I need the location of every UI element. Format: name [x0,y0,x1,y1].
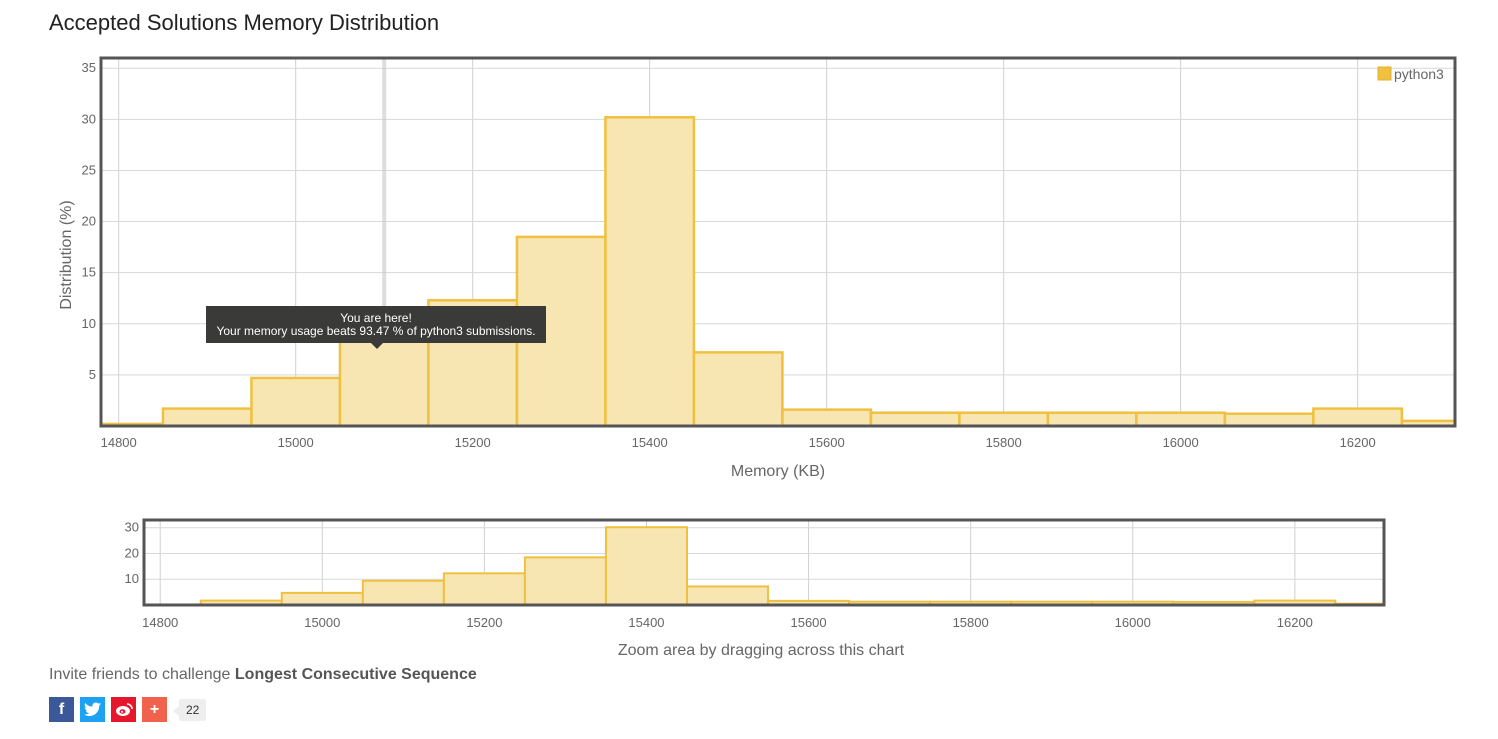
plus-icon: + [149,700,160,718]
navigator-x-ticks: 14800 15000 15200 15400 15600 15800 16000 16200 [142,615,1313,630]
nav-x-tick-label: 15200 [466,615,502,630]
nav-bar [1253,599,1337,607]
nav-bar [1091,600,1175,606]
main-y-tick-label: 25 [82,162,96,177]
main-bar[interactable] [338,328,430,428]
more-share-button[interactable]: + [142,697,167,722]
page-title: Accepted Solutions Memory Distribution [49,10,440,35]
legend-label-python3[interactable]: python3 [1394,66,1444,82]
weibo-icon [115,703,133,716]
main-bar[interactable] [1223,412,1315,428]
navigator-y-ticks: 10 20 30 [125,520,139,587]
tooltip: You are here! Your memory usage beats 93… [206,306,546,349]
main-bar[interactable] [604,116,696,428]
nav-bar [1172,600,1256,607]
y-axis-label: Distribution (%) [58,200,75,309]
nav-y-tick-label: 30 [125,520,139,535]
nav-bar [199,599,283,607]
nav-x-tick-label: 15600 [790,615,826,630]
main-x-tick-label: 15000 [278,435,314,450]
nav-bar [1010,600,1094,606]
nav-bar [848,600,932,606]
share-bar: f + 22 [49,697,207,722]
nav-bar [1334,602,1386,606]
nav-x-tick-label: 14800 [142,615,178,630]
facebook-icon: f [58,700,65,718]
nav-x-tick-label: 15800 [953,615,989,630]
main-y-tick-label: 5 [89,367,96,382]
main-plot-frame [99,56,1457,428]
main-y-tick-label: 35 [82,60,96,75]
tooltip-text: Your memory usage beats 93.47 % of pytho… [216,324,535,338]
twitter-share-button[interactable] [80,697,105,722]
tooltip-box [206,306,546,343]
nav-bar [280,591,364,606]
legend[interactable]: python3 [1377,66,1444,82]
nav-bar [442,572,526,606]
main-x-tick-label: 15600 [809,435,845,450]
weibo-share-button[interactable] [111,697,136,722]
main-bar[interactable] [1046,411,1138,428]
main-x-tick-label: 15400 [632,435,668,450]
x-axis-label: Memory (KB) [731,463,825,480]
main-y-tick-label: 30 [82,111,96,126]
main-y-tick-label: 20 [82,214,96,229]
nav-bar [143,603,202,607]
share-count: 22 [172,698,207,721]
nav-bar [604,526,689,606]
main-bar[interactable] [692,351,784,428]
nav-x-tick-label: 16200 [1277,615,1313,630]
main-x-tick-label: 15200 [455,435,491,450]
facebook-share-button[interactable]: f [49,697,74,722]
main-x-tick-label: 16000 [1163,435,1199,450]
nav-y-tick-label: 20 [125,545,139,560]
main-x-ticks: 14800 15000 15200 15400 15600 15800 16000 16200 [101,435,1376,450]
nav-y-tick-label: 10 [125,571,139,586]
main-bar[interactable] [781,408,873,428]
navigator-bars [143,526,1386,607]
main-grid [101,58,1455,426]
main-y-tick-label: 15 [82,265,96,280]
main-x-tick-label: 14800 [101,435,137,450]
navigator-grid [144,520,1384,605]
navigator-frame[interactable] [142,518,1386,607]
nav-bar [523,556,607,607]
nav-bar [361,579,445,607]
main-bar[interactable] [958,411,1050,428]
nav-bar [686,585,770,606]
main-bar[interactable] [161,407,253,428]
nav-bar [767,599,851,606]
nav-bar [929,600,1013,606]
main-bar[interactable] [869,411,961,428]
nav-x-tick-label: 15400 [628,615,664,630]
main-x-tick-label: 16200 [1340,435,1376,450]
nav-x-tick-label: 16000 [1115,615,1151,630]
nav-x-tick-label: 15000 [304,615,340,630]
navigator-label: Zoom area by dragging across this chart [618,642,905,659]
legend-swatch[interactable] [1377,66,1392,81]
main-bar[interactable] [250,376,342,428]
main-bars[interactable] [99,116,1457,428]
tooltip-title: You are here! [340,311,412,325]
problem-name[interactable]: Longest Consecutive Sequence [234,666,477,683]
main-y-ticks: 5 10 15 20 25 30 35 [82,60,96,382]
invite-line: Invite friends to challenge Longest Cons… [49,666,477,684]
main-bar[interactable] [1135,411,1227,428]
twitter-icon [84,702,101,717]
tooltip-pointer [371,343,383,349]
main-y-tick-label: 10 [82,316,96,331]
main-x-tick-label: 15800 [986,435,1022,450]
invite-prefix: Invite friends to challenge [49,666,231,683]
main-bar[interactable] [1312,407,1404,428]
